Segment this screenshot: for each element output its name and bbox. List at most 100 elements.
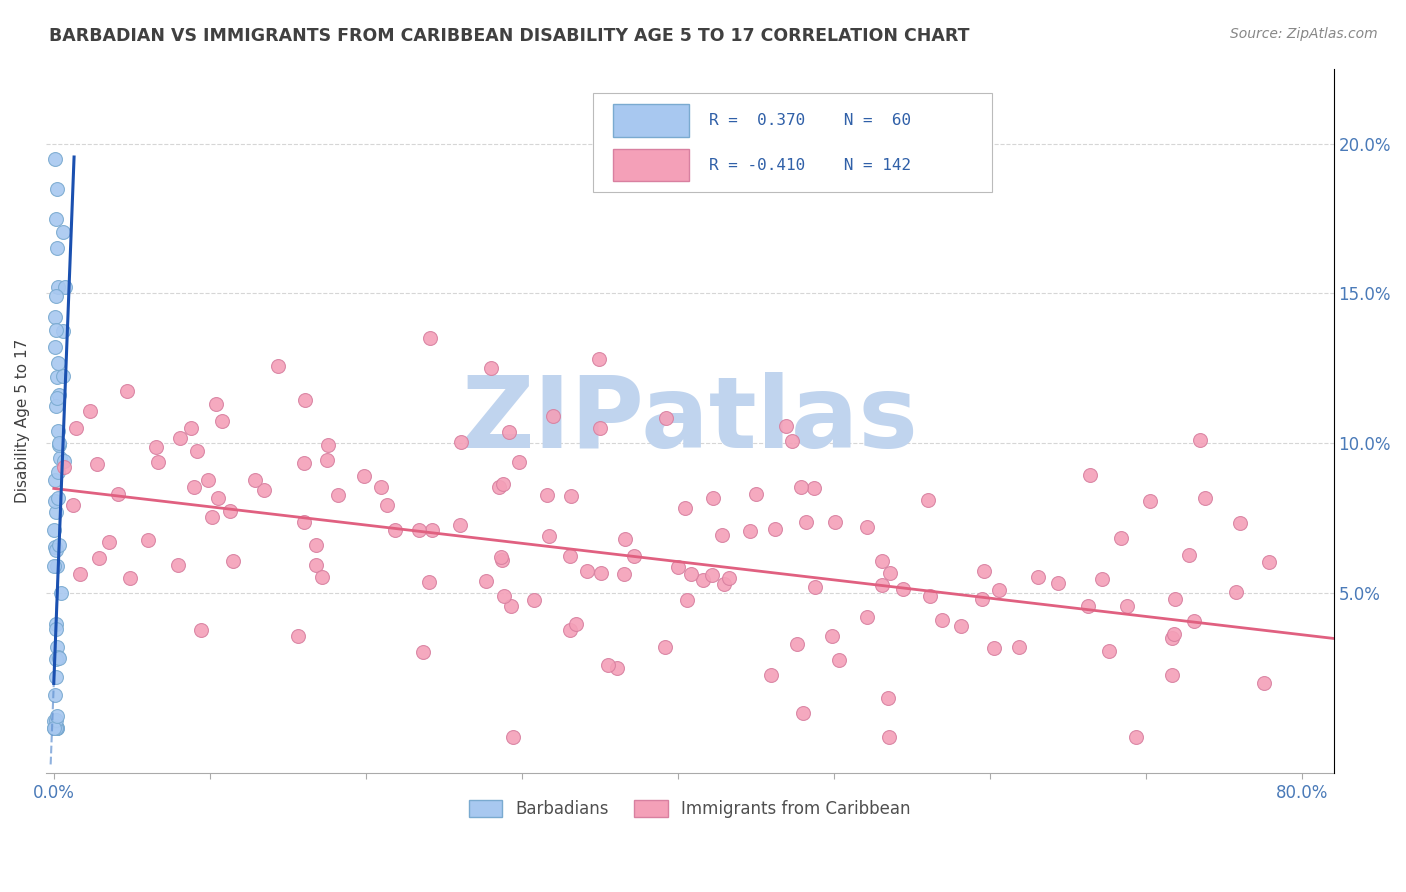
- Point: [42, 714, 65, 729]
- Point: [45, 713, 67, 727]
- Point: [541, 409, 564, 424]
- Point: [48, 438, 70, 452]
- Point: [45, 722, 67, 736]
- Point: [523, 592, 546, 607]
- Point: [207, 491, 229, 506]
- Point: [917, 493, 939, 508]
- Point: [44, 722, 66, 736]
- Point: [408, 523, 430, 537]
- Point: [169, 431, 191, 445]
- Legend: Barbadians, Immigrants from Caribbean: Barbadians, Immigrants from Caribbean: [463, 794, 917, 825]
- Point: [1008, 640, 1031, 655]
- Point: [824, 515, 846, 529]
- Point: [488, 480, 510, 494]
- Point: [107, 487, 129, 501]
- Text: BARBADIAN VS IMMIGRANTS FROM CARIBBEAN DISABILITY AGE 5 TO 17 CORRELATION CHART: BARBADIAN VS IMMIGRANTS FROM CARIBBEAN D…: [49, 27, 970, 45]
- Point: [45, 211, 67, 226]
- Point: [42, 523, 65, 537]
- Point: [613, 567, 636, 582]
- Point: [46, 640, 69, 654]
- Point: [253, 483, 276, 498]
- Point: [44, 722, 66, 736]
- Point: [384, 523, 406, 537]
- Point: [589, 421, 612, 435]
- Point: [48, 436, 70, 450]
- Point: [744, 487, 766, 501]
- Point: [536, 487, 558, 501]
- Point: [292, 456, 315, 470]
- Point: [450, 517, 472, 532]
- Point: [591, 566, 613, 580]
- Point: [42, 558, 65, 573]
- Point: [219, 503, 242, 517]
- Point: [292, 516, 315, 530]
- Point: [52, 226, 75, 240]
- Point: [87, 551, 110, 566]
- Point: [1225, 584, 1247, 599]
- Point: [45, 399, 67, 413]
- FancyBboxPatch shape: [613, 149, 689, 181]
- Point: [655, 411, 678, 425]
- Point: [786, 637, 808, 651]
- Point: [418, 574, 440, 589]
- Point: [820, 629, 842, 643]
- Point: [654, 640, 676, 654]
- Point: [538, 529, 561, 543]
- Point: [138, 533, 160, 547]
- Point: [186, 444, 208, 458]
- Point: [205, 396, 228, 410]
- Point: [180, 421, 202, 435]
- Point: [45, 181, 67, 195]
- Point: [45, 722, 67, 736]
- Point: [870, 554, 893, 568]
- Point: [987, 582, 1010, 597]
- Point: [1078, 467, 1101, 482]
- Point: [55, 280, 77, 294]
- Point: [560, 489, 582, 503]
- Point: [717, 571, 740, 585]
- Point: [45, 543, 67, 558]
- Point: [44, 341, 66, 355]
- Point: [876, 690, 898, 705]
- Point: [1161, 668, 1184, 682]
- Point: [855, 609, 877, 624]
- Point: [970, 592, 993, 607]
- Point: [316, 452, 339, 467]
- Point: [44, 473, 66, 487]
- Point: [45, 391, 67, 405]
- Point: [167, 558, 190, 573]
- Point: [1160, 631, 1182, 645]
- Point: [62, 498, 84, 512]
- Point: [790, 480, 813, 494]
- Point: [681, 566, 703, 581]
- Point: [565, 616, 588, 631]
- Text: ZIPatlas: ZIPatlas: [461, 373, 918, 469]
- Point: [44, 540, 66, 554]
- Point: [48, 651, 70, 665]
- Point: [48, 538, 70, 552]
- Point: [804, 580, 827, 594]
- Point: [45, 719, 67, 733]
- Point: [44, 722, 66, 736]
- Point: [575, 564, 598, 578]
- Point: [65, 421, 87, 435]
- Point: [52, 369, 75, 384]
- Point: [222, 553, 245, 567]
- Point: [44, 722, 66, 736]
- Point: [676, 593, 699, 607]
- Point: [46, 465, 69, 479]
- Point: [44, 688, 66, 702]
- Point: [183, 480, 205, 494]
- Point: [877, 731, 900, 745]
- Point: [267, 359, 290, 373]
- Point: [973, 564, 995, 578]
- Point: [1229, 516, 1251, 530]
- Point: [1077, 599, 1099, 613]
- Point: [1182, 615, 1205, 629]
- Point: [48, 388, 70, 402]
- Point: [891, 582, 914, 596]
- Text: R =  0.370    N =  60: R = 0.370 N = 60: [709, 113, 911, 128]
- Point: [931, 613, 953, 627]
- Point: [713, 577, 735, 591]
- Point: [86, 457, 108, 471]
